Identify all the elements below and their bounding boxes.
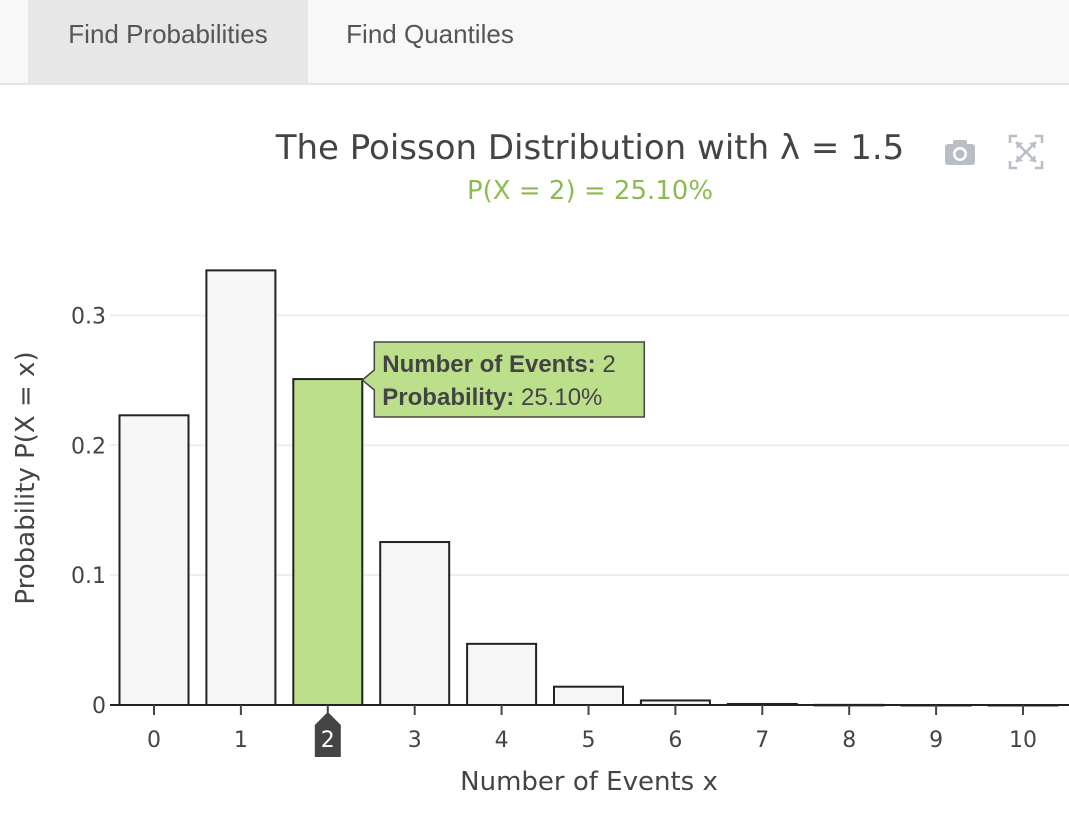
x-tick-label: 3 xyxy=(408,728,422,753)
x-tick-label-highlighted: 2 xyxy=(321,728,335,753)
y-tick-label: 0.2 xyxy=(71,434,106,459)
bar[interactable] xyxy=(205,269,277,706)
tab-find-quantiles[interactable]: Find Quantiles xyxy=(346,19,514,49)
x-tick-label: 0 xyxy=(147,728,161,753)
tooltip-probability-label: Probability: xyxy=(382,384,514,411)
chart-subtitle: P(X = 2) = 25.10% xyxy=(466,176,714,206)
hover-tooltip xyxy=(361,341,646,418)
x-tick-label: 7 xyxy=(755,728,769,753)
bar[interactable] xyxy=(553,685,624,706)
tab-bar: Find Probabilities Find Quantiles xyxy=(0,0,1069,85)
x-tick-label: 4 xyxy=(495,728,509,753)
y-axis-title: Probability P(X = x) xyxy=(11,351,41,604)
y-tick-label: 0.1 xyxy=(71,564,106,589)
tooltip-events-value: 2 xyxy=(596,351,616,378)
y-tick-label: 0 xyxy=(92,694,106,719)
download-plot-button[interactable] xyxy=(942,134,978,170)
tooltip-probability-value: 25.10% xyxy=(514,384,602,411)
x-tick-label: 6 xyxy=(668,728,682,753)
autoscale-icon xyxy=(1008,134,1044,170)
x-tick-label: 8 xyxy=(842,728,856,753)
camera-icon xyxy=(945,140,975,165)
tab-find-probabilities[interactable]: Find Probabilities xyxy=(28,0,308,83)
bar[interactable] xyxy=(466,642,538,706)
x-tick-label: 5 xyxy=(582,728,596,753)
x-axis-title: Number of Events x xyxy=(460,767,718,797)
bar[interactable] xyxy=(379,541,451,706)
x-hover-label-box xyxy=(314,712,341,757)
tooltip-probability-line: Probability: 25.10% xyxy=(382,384,602,411)
x-tick-label: 9 xyxy=(929,728,943,753)
tooltip-events-label: Number of Events: xyxy=(382,351,595,378)
y-tick-label: 0.3 xyxy=(71,304,106,329)
x-tick-label: 10 xyxy=(1009,728,1037,753)
chart-title: The Poisson Distribution with λ = 1.5 xyxy=(275,128,905,168)
x-tick-label: 1 xyxy=(234,728,248,753)
bar-highlighted[interactable] xyxy=(292,378,364,706)
bar[interactable] xyxy=(118,414,190,706)
autoscale-button[interactable] xyxy=(1008,134,1044,170)
tooltip-events-line: Number of Events: 2 xyxy=(382,351,615,378)
